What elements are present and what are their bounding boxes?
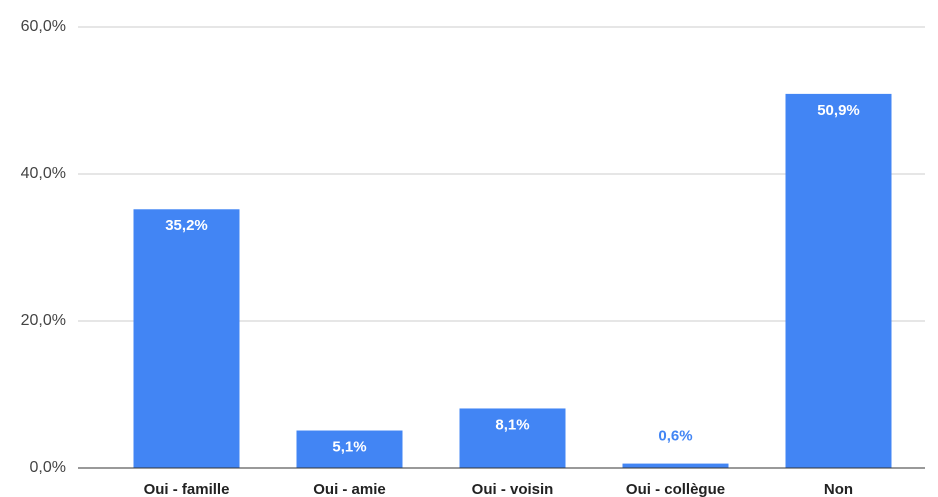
- value-label: 50,9%: [817, 102, 860, 119]
- value-label: 0,6%: [658, 428, 692, 445]
- y-tick-label: 60,0%: [21, 18, 66, 35]
- value-label: 8,1%: [495, 416, 529, 433]
- bar: [785, 93, 892, 468]
- x-tick-label: Oui - collègue: [626, 481, 725, 497]
- x-tick-label: Oui - voisin: [472, 481, 554, 497]
- bar: [296, 430, 403, 468]
- bar: [622, 463, 729, 468]
- bar: [133, 209, 240, 468]
- y-tick-label: 0,0%: [30, 459, 66, 476]
- value-label: 5,1%: [332, 438, 366, 455]
- y-tick-label: 40,0%: [21, 165, 66, 182]
- value-label: 35,2%: [165, 217, 208, 234]
- x-tick-label: Oui - amie: [313, 481, 386, 497]
- x-tick-label: Oui - famille: [144, 481, 230, 497]
- x-tick-label: Non: [824, 481, 853, 497]
- y-tick-label: 20,0%: [21, 312, 66, 329]
- bar: [459, 408, 566, 468]
